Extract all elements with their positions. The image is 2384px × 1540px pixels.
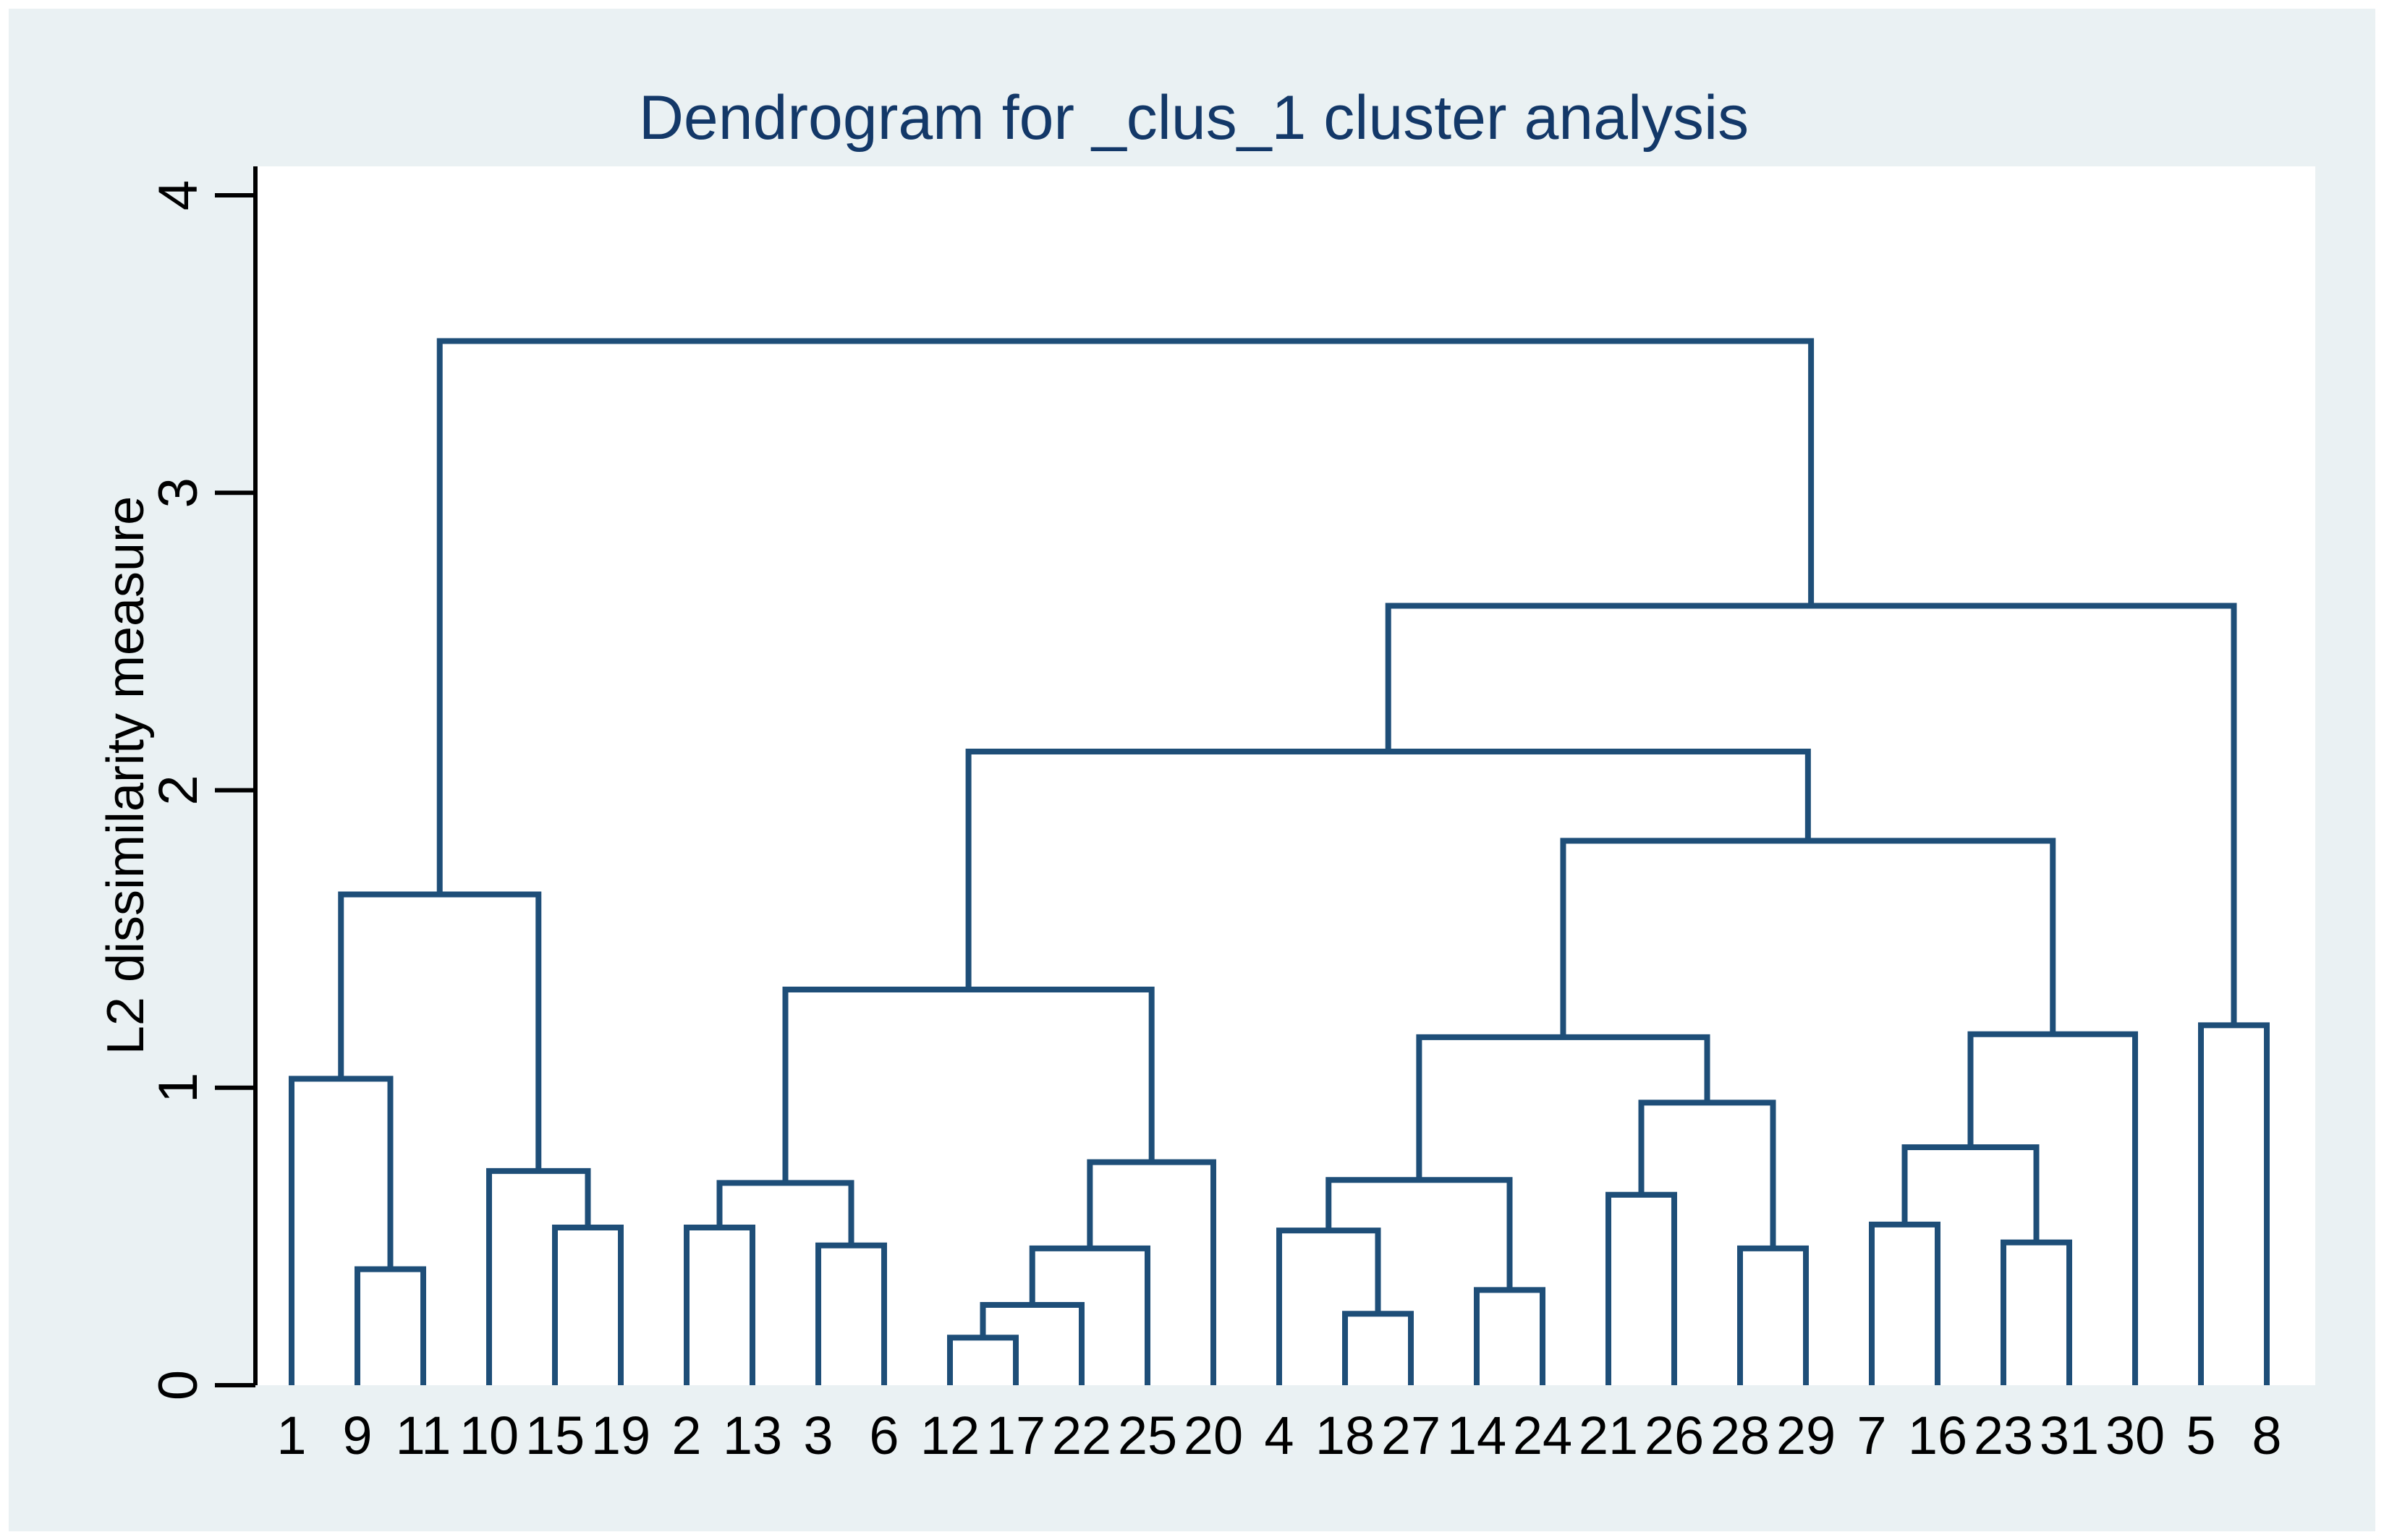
leaf-label: 12 — [920, 1405, 980, 1465]
plot-area — [258, 166, 2315, 1385]
dendrogram-links — [289, 338, 2270, 1385]
leaf-label: 10 — [459, 1405, 519, 1465]
leaf-label: 11 — [396, 1405, 451, 1465]
leaf-label: 29 — [1776, 1405, 1836, 1465]
leaf-label: 24 — [1513, 1405, 1572, 1465]
y-tick-label: 0 — [148, 1370, 209, 1400]
leaf-label: 6 — [869, 1405, 899, 1465]
leaf-labels: 1 9 11 10 15 19 2 13 3 6 12 17 22 25 20 4 18 27 14 24 21 26 28… — [276, 1405, 2281, 1465]
leaf-label: 28 — [1710, 1405, 1770, 1465]
y-axis: 0 1 2 3 4 — [148, 166, 258, 1400]
leaf-label: 15 — [525, 1405, 585, 1465]
y-tick-label: 4 — [148, 180, 209, 210]
leaf-label: 13 — [723, 1405, 782, 1465]
leaf-label: 14 — [1447, 1405, 1506, 1465]
dendrogram-tree — [289, 338, 2270, 1385]
leaf-label: 17 — [986, 1405, 1045, 1465]
leaf-label: 26 — [1645, 1405, 1704, 1465]
leaf-label: 2 — [671, 1405, 701, 1465]
y-tick-label: 3 — [148, 477, 209, 508]
leaf-label: 7 — [1857, 1405, 1886, 1465]
leaf-label: 4 — [1264, 1405, 1294, 1465]
leaf-label: 23 — [1974, 1405, 2033, 1465]
leaf-label: 9 — [342, 1405, 372, 1465]
leaf-label: 30 — [2105, 1405, 2165, 1465]
leaf-label: 20 — [1184, 1405, 1243, 1465]
leaf-label: 31 — [2040, 1405, 2099, 1465]
leaf-label: 3 — [803, 1405, 833, 1465]
leaf-label: 5 — [2186, 1405, 2215, 1465]
leaf-label: 21 — [1579, 1405, 1638, 1465]
chart-title: Dendrogram for _clus_1 cluster analysis — [639, 83, 1749, 153]
leaf-label: 19 — [591, 1405, 650, 1465]
y-tick-label: 2 — [148, 775, 209, 805]
leaf-label: 25 — [1118, 1405, 1177, 1465]
leaf-label: 18 — [1315, 1405, 1375, 1465]
y-axis-title: L2 dissimilarity measure — [97, 496, 155, 1055]
leaf-label: 22 — [1052, 1405, 1111, 1465]
y-tick-label: 1 — [148, 1073, 209, 1103]
leaf-label: 27 — [1381, 1405, 1441, 1465]
leaf-label: 16 — [1908, 1405, 1967, 1465]
leaf-label: 1 — [276, 1405, 306, 1465]
leaf-label: 8 — [2252, 1405, 2281, 1465]
